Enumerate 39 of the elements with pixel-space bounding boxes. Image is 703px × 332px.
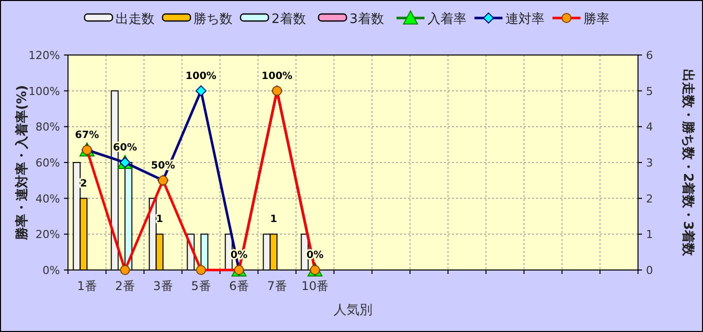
bar — [200, 234, 208, 270]
x-tick-label: 7番 — [267, 279, 287, 293]
legend-label: 入着率 — [428, 11, 466, 27]
x-axis-title: 人気別 — [334, 303, 372, 318]
y2-tick-label: 0 — [646, 264, 653, 277]
x-tick-label: 3番 — [153, 279, 173, 293]
data-label: 100% — [262, 70, 292, 82]
point — [196, 85, 206, 96]
y2-tick-label: 3 — [646, 156, 653, 170]
y2-tick-label: 5 — [646, 84, 653, 98]
data-label: 1 — [270, 214, 278, 226]
y2-axis-title: 出走数・勝ち数・2着数・3着数 — [680, 68, 696, 258]
x-tick-label: 5番 — [191, 279, 211, 293]
y-tick-label: 120% — [28, 49, 60, 62]
legend-label: 2着数 — [272, 11, 306, 27]
x-tick-label: 1番 — [77, 279, 97, 293]
y2-tick-label: 4 — [646, 120, 653, 134]
y-tick-label: 20% — [36, 228, 60, 242]
y2-tick-label: 1 — [646, 228, 653, 242]
legend-label: 勝率 — [584, 11, 610, 27]
legend-label: 出走数 — [116, 12, 154, 27]
x-tick-label: 2番 — [115, 279, 135, 293]
data-label: 1 — [156, 214, 164, 226]
data-label: 2 — [80, 178, 88, 190]
legend-label: 勝ち数 — [194, 12, 232, 27]
y-tick-label: 40% — [36, 192, 60, 206]
legend-label: 3着数 — [350, 11, 384, 27]
y-tick-label: 80% — [36, 120, 60, 134]
x-tick-label: 6番 — [229, 279, 249, 293]
data-label: 100% — [186, 70, 216, 82]
x-tick-label: 10番 — [301, 279, 329, 293]
y-tick-label: 60% — [36, 156, 60, 170]
y-axis-title: 勝率・連対率・入着率(%) — [14, 85, 30, 241]
y-tick-label: 100% — [28, 84, 60, 98]
legend-label: 連対率 — [506, 11, 544, 27]
y2-tick-label: 2 — [646, 192, 653, 206]
data-label: 67% — [75, 130, 99, 141]
y2-tick-label: 6 — [646, 49, 653, 62]
y-tick-label: 0% — [42, 264, 60, 277]
